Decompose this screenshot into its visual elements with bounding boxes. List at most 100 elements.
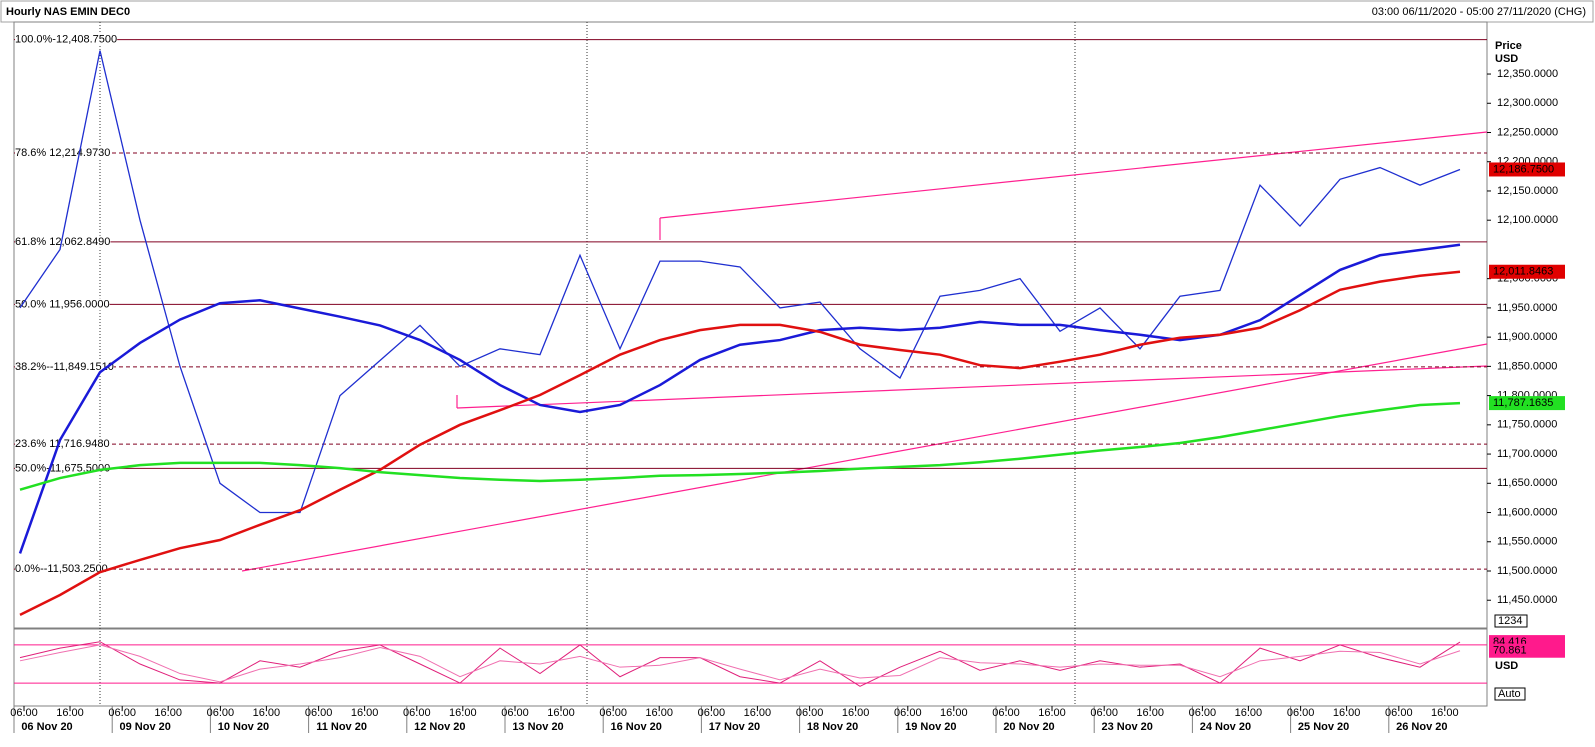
value-label: 12,011.8463 (1493, 266, 1553, 278)
level-label: 78.6% 12,214.9730 (15, 147, 110, 159)
x-tick-label: 16:00 (842, 707, 870, 719)
y-tick-label: 12,150.0000 (1497, 185, 1558, 197)
x-date-label: 19 Nov 20 (905, 721, 956, 733)
x-date-label: 12 Nov 20 (414, 721, 465, 733)
value-label-bg (1489, 162, 1565, 177)
trendline (659, 131, 1488, 219)
x-date-label: 10 Nov 20 (218, 721, 269, 733)
x-tick-label: 16:00 (744, 707, 772, 719)
y-axis-unit: USD (1495, 53, 1518, 65)
y-tick-label: 12,350.0000 (1497, 68, 1558, 80)
x-tick-label: 06:00 (796, 707, 824, 719)
y-tick-label: 12,100.0000 (1497, 214, 1558, 226)
level-label: 23.6% 11,716.9480 (15, 438, 110, 450)
x-tick-label: 16:00 (449, 707, 477, 719)
x-tick-label: 06:00 (501, 707, 529, 719)
x-tick-label: 06:00 (207, 707, 235, 719)
x-date-label: 13 Nov 20 (512, 721, 563, 733)
level-label-bg (15, 33, 118, 46)
x-tick-label: 16:00 (1136, 707, 1164, 719)
value-label-bg (1489, 643, 1565, 658)
x-tick-label: 06:00 (894, 707, 922, 719)
x-date-label: 16 Nov 20 (611, 721, 662, 733)
x-tick-label: 16:00 (645, 707, 673, 719)
value-label: 12,186.7500 (1493, 163, 1554, 175)
level-label: 100.0%-12,408.7500 (15, 34, 117, 46)
value-label: 11,787.1635 (1493, 397, 1553, 409)
x-date-label: 11 Nov 20 (316, 721, 367, 733)
stoch-panel (13, 628, 1488, 707)
plot-layer: 11,450.0000 11,500.0000 11,550.0000 11,600.… (10, 33, 1565, 733)
x-tick-label: 16:00 (1431, 707, 1459, 719)
x-date-label: 25 Nov 20 (1298, 721, 1349, 733)
x-tick-label: 16:00 (940, 707, 968, 719)
x-tick-label: 16:00 (1333, 707, 1361, 719)
panel-unit: USD (1495, 660, 1518, 672)
chart-title: Hourly NAS EMIN DEC0 (6, 6, 130, 18)
series-line (19, 644, 1461, 683)
x-date-label: 18 Nov 20 (807, 721, 858, 733)
y-tick-label: 11,700.0000 (1497, 448, 1557, 460)
y-tick-label: 11,950.0000 (1497, 302, 1557, 314)
series-line (19, 401, 1461, 491)
level-label-bg (15, 438, 110, 451)
x-tick-label: 16:00 (154, 707, 182, 719)
series-line (19, 641, 1461, 687)
level-label: 50.0%-11,675.5000 (15, 462, 110, 474)
level-label: 38.2%--11,849.1510 (15, 361, 114, 373)
date-range: 03:00 06/11/2020 - 05:00 27/11/2020 (CHG… (1372, 6, 1586, 18)
x-date-label: 26 Nov 20 (1396, 721, 1447, 733)
value-label: 70.861 (1493, 645, 1527, 657)
x-tick-label: 16:00 (1235, 707, 1263, 719)
level-label-bg (15, 235, 111, 248)
x-tick-label: 16:00 (1038, 707, 1066, 719)
y-tick-label: 11,750.0000 (1497, 419, 1557, 431)
x-date-label: 06 Nov 20 (21, 721, 72, 733)
x-tick-label: 06:00 (698, 707, 726, 719)
y-tick-label: 11,500.0000 (1497, 565, 1557, 577)
x-tick-label: 16:00 (56, 707, 84, 719)
x-tick-label: 06:00 (10, 707, 38, 719)
x-tick-label: 06:00 (1385, 707, 1413, 719)
level-label-bg (15, 360, 114, 373)
panel-button[interactable] (1494, 614, 1528, 628)
x-tick-label: 16:00 (547, 707, 575, 719)
x-date-label: 17 Nov 20 (709, 721, 760, 733)
y-tick-label: 11,650.0000 (1497, 477, 1557, 489)
x-tick-label: 16:00 (351, 707, 379, 719)
x-tick-label: 06:00 (1287, 707, 1315, 719)
x-tick-label: 06:00 (599, 707, 627, 719)
x-tick-label: 06:00 (403, 707, 431, 719)
panel-label: 1234 (1498, 615, 1522, 627)
y-tick-label: 11,900.0000 (1497, 331, 1557, 343)
level-label-bg (15, 146, 111, 159)
title-bar (0, 0, 1594, 23)
y-tick-label: 11,600.0000 (1497, 506, 1557, 518)
level-label-bg (15, 298, 110, 311)
y-axis-title: Price (1495, 40, 1522, 52)
trendline (241, 343, 1488, 572)
x-tick-label: 06:00 (992, 707, 1020, 719)
panel-label: Auto (1498, 688, 1521, 700)
value-label-bg (1489, 396, 1565, 411)
x-tick-label: 06:00 (1189, 707, 1217, 719)
y-tick-label: 11,550.0000 (1497, 536, 1557, 548)
auto-button[interactable] (1494, 687, 1526, 701)
series-line (19, 50, 1461, 514)
y-tick-label: 11,850.0000 (1497, 360, 1557, 372)
y-tick-label: 12,250.0000 (1497, 126, 1558, 138)
x-tick-label: 06:00 (1090, 707, 1118, 719)
x-tick-label: 06:00 (108, 707, 136, 719)
y-tick-label: 12,300.0000 (1497, 97, 1558, 109)
y-tick-label: 11,450.0000 (1497, 594, 1557, 606)
level-label: 0.0%--11,503.2500 (15, 563, 108, 575)
x-date-label: 23 Nov 20 (1102, 721, 1153, 733)
level-label-bg (15, 462, 111, 475)
x-date-label: 09 Nov 20 (120, 721, 171, 733)
value-label-bg (1489, 264, 1565, 279)
x-date-label: 20 Nov 20 (1003, 721, 1054, 733)
x-tick-label: 06:00 (305, 707, 333, 719)
level-label: 61.8% 12,062.8490 (15, 236, 110, 248)
series-line (19, 270, 1461, 616)
